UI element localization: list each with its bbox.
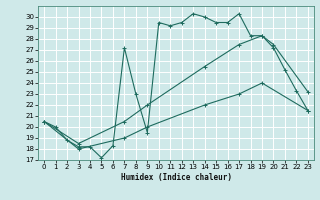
X-axis label: Humidex (Indice chaleur): Humidex (Indice chaleur) — [121, 173, 231, 182]
